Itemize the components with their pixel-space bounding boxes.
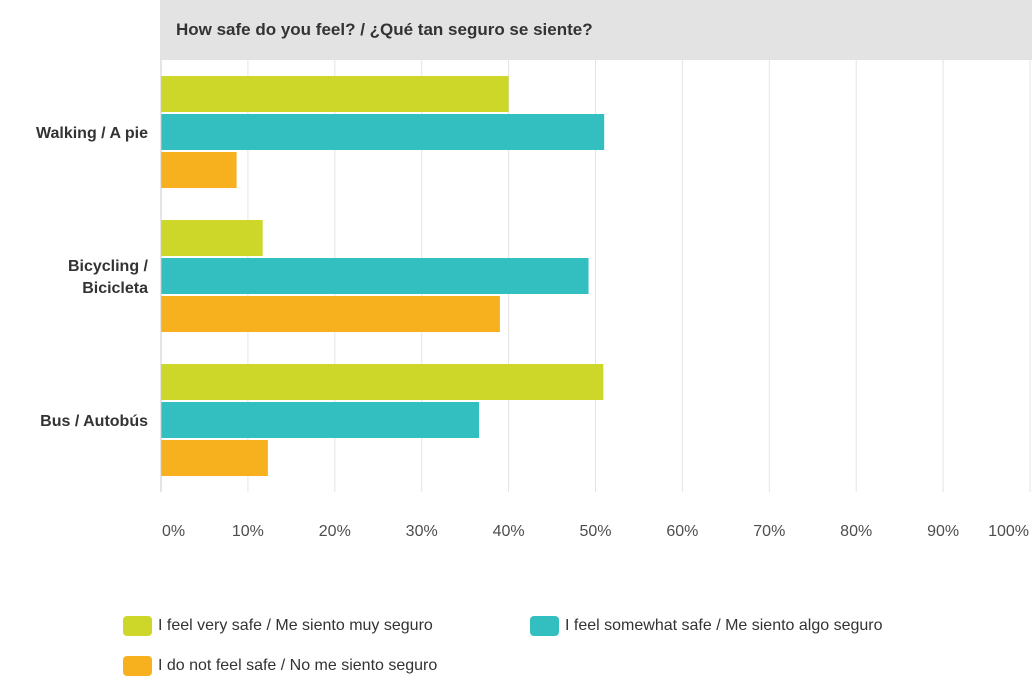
- bar: [161, 76, 509, 112]
- legend-item-somewhat-safe: I feel somewhat safe / Me siento algo se…: [530, 614, 883, 638]
- legend-label-very-safe: I feel very safe / Me siento muy seguro: [158, 617, 433, 634]
- category-label: Bicicleta: [82, 280, 148, 297]
- legend-swatch-somewhat-safe: [530, 616, 559, 636]
- legend-label-not-safe: I do not feel safe / No me siento seguro: [158, 657, 438, 674]
- bar: [161, 440, 268, 476]
- legend-item-very-safe: I feel very safe / Me siento muy seguro: [123, 614, 433, 638]
- bar: [161, 296, 500, 332]
- chart-title: How safe do you feel? / ¿Qué tan seguro …: [176, 20, 593, 39]
- x-tick-label: 30%: [406, 523, 438, 540]
- x-tick-label: 0%: [162, 523, 185, 540]
- legend-item-not-safe: I do not feel safe / No me siento seguro: [123, 654, 437, 678]
- x-tick-label: 40%: [493, 523, 525, 540]
- x-tick-label: 100%: [988, 523, 1029, 540]
- x-tick-label: 60%: [666, 523, 698, 540]
- bar: [161, 152, 237, 188]
- bar: [161, 220, 263, 256]
- legend-swatch-not-safe: [123, 656, 152, 676]
- bar: [161, 364, 604, 400]
- x-tick-label: 70%: [753, 523, 785, 540]
- x-tick-label: 50%: [579, 523, 611, 540]
- legend-label-somewhat-safe: I feel somewhat safe / Me siento algo se…: [565, 617, 883, 634]
- chart-title-bar: [160, 0, 1032, 60]
- x-tick-label: 80%: [840, 523, 872, 540]
- bar: [161, 402, 480, 438]
- category-label: Bicycling /: [68, 258, 149, 275]
- x-tick-label: 10%: [232, 523, 264, 540]
- category-label: Walking / A pie: [36, 125, 148, 142]
- x-tick-label: 90%: [927, 523, 959, 540]
- legend-swatch-very-safe: [123, 616, 152, 636]
- category-label: Bus / Autobús: [40, 413, 148, 430]
- bar: [161, 114, 605, 150]
- bar: [161, 258, 589, 294]
- x-tick-label: 20%: [319, 523, 351, 540]
